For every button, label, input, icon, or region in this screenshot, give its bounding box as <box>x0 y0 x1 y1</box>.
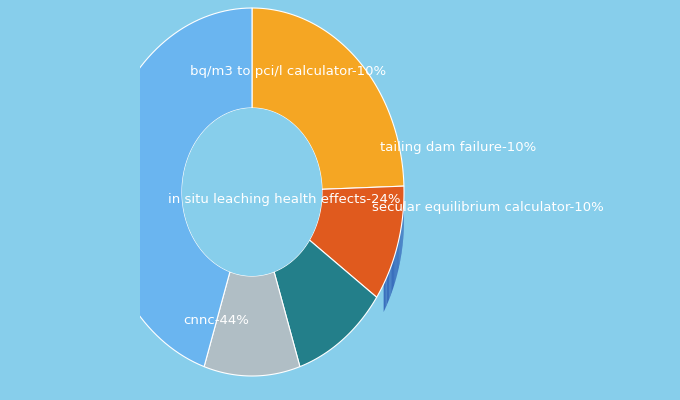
Polygon shape <box>400 148 401 179</box>
Polygon shape <box>400 232 401 264</box>
Polygon shape <box>398 240 399 271</box>
Polygon shape <box>398 144 400 176</box>
Polygon shape <box>105 241 106 272</box>
Polygon shape <box>204 272 300 376</box>
Polygon shape <box>309 186 404 297</box>
Polygon shape <box>392 261 393 292</box>
Text: secular equilibrium calculator-10%: secular equilibrium calculator-10% <box>372 202 604 214</box>
Polygon shape <box>104 145 105 177</box>
Polygon shape <box>107 248 108 280</box>
Polygon shape <box>108 252 109 283</box>
Polygon shape <box>104 234 105 265</box>
Text: bq/m3 to pci/l calculator-10%: bq/m3 to pci/l calculator-10% <box>190 66 386 78</box>
Text: tailing dam failure-10%: tailing dam failure-10% <box>380 142 537 154</box>
Polygon shape <box>384 281 385 312</box>
Polygon shape <box>106 244 107 276</box>
Polygon shape <box>387 274 388 306</box>
Text: cnnc-44%: cnnc-44% <box>183 314 249 326</box>
Polygon shape <box>397 243 398 275</box>
Polygon shape <box>393 257 394 289</box>
Text: in situ leaching health effects-24%: in situ leaching health effects-24% <box>168 194 401 206</box>
Polygon shape <box>100 8 252 367</box>
Ellipse shape <box>182 108 322 276</box>
Polygon shape <box>396 247 397 278</box>
Polygon shape <box>388 271 390 302</box>
Polygon shape <box>385 278 387 309</box>
Polygon shape <box>274 240 377 367</box>
Polygon shape <box>252 8 404 189</box>
Polygon shape <box>397 137 398 168</box>
Polygon shape <box>106 138 107 170</box>
Polygon shape <box>105 142 106 173</box>
Polygon shape <box>399 236 400 268</box>
Polygon shape <box>395 250 396 282</box>
Polygon shape <box>394 254 395 285</box>
Polygon shape <box>103 149 104 181</box>
Polygon shape <box>390 264 392 296</box>
Polygon shape <box>396 134 397 165</box>
